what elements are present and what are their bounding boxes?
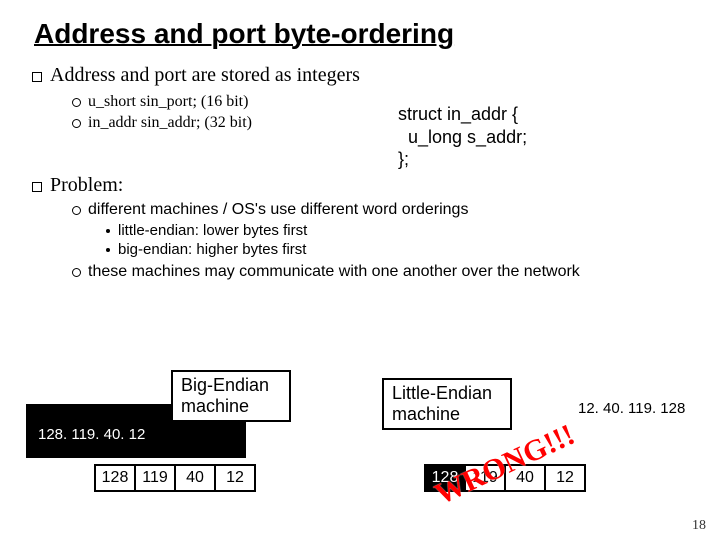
circle-bullet-icon xyxy=(72,98,81,107)
le-label-l1: Little-Endian xyxy=(392,383,502,404)
endian-diagram: Big-Endian machine 128. 119. 40. 12 1281… xyxy=(26,370,694,520)
dot-bullet-icon xyxy=(106,229,110,233)
struct-line2: u_long s_addr; xyxy=(398,126,527,149)
m2-text: these machines may communicate with one … xyxy=(88,263,580,280)
dot-bullet-icon xyxy=(106,248,110,252)
struct-line3: }; xyxy=(398,148,527,171)
problem-sub2: these machines may communicate with one … xyxy=(72,262,694,281)
square-bullet-icon xyxy=(32,182,42,192)
struct-line1: struct in_addr { xyxy=(398,103,527,126)
circle-bullet-icon xyxy=(72,206,81,215)
be-label-l2: machine xyxy=(181,396,281,417)
slide-title: Address and port byte-ordering xyxy=(26,18,694,50)
big-endian-ip: 128. 119. 40. 12 xyxy=(38,426,145,443)
bullet-problem: Problem: xyxy=(26,174,694,197)
be-label-l1: Big-Endian xyxy=(181,375,281,396)
sub2-text: in_addr sin_addr; (32 bit) xyxy=(88,114,252,131)
be-cell-1: 119 xyxy=(134,464,176,492)
little-endian-label-box: Little-Endian machine xyxy=(382,378,512,430)
circle-bullet-icon xyxy=(72,268,81,277)
le-cell-3: 12 xyxy=(544,464,586,492)
sub-bullets-types: u_short sin_port; (16 bit) in_addr sin_a… xyxy=(72,93,694,132)
circle-bullet-icon xyxy=(72,119,81,128)
square-bullet-icon xyxy=(32,72,42,82)
slide-number: 18 xyxy=(692,518,706,534)
big-endian-label-box: Big-Endian machine xyxy=(171,370,291,422)
be-cell-0: 128 xyxy=(94,464,136,492)
problem-sub1: different machines / OS's use different … xyxy=(72,201,694,219)
bullet-text: Address and port are stored as integers xyxy=(50,64,360,86)
le-label-l2: machine xyxy=(392,404,502,425)
big-endian-cells: 1281194012 xyxy=(94,464,256,492)
little-endian-ip: 12. 40. 119. 128 xyxy=(578,400,685,417)
sub1-text: u_short sin_port; (16 bit) xyxy=(88,93,248,110)
be-cell-2: 40 xyxy=(174,464,216,492)
d2-text: big-endian: higher bytes first xyxy=(118,241,306,258)
m1-text: different machines / OS's use different … xyxy=(88,201,468,218)
struct-definition: struct in_addr { u_long s_addr; }; xyxy=(398,103,527,171)
d1-text: little-endian: lower bytes first xyxy=(118,222,307,239)
bullet-addr-port: Address and port are stored as integers xyxy=(26,64,694,87)
problem-text: Problem: xyxy=(50,174,123,196)
be-cell-3: 12 xyxy=(214,464,256,492)
